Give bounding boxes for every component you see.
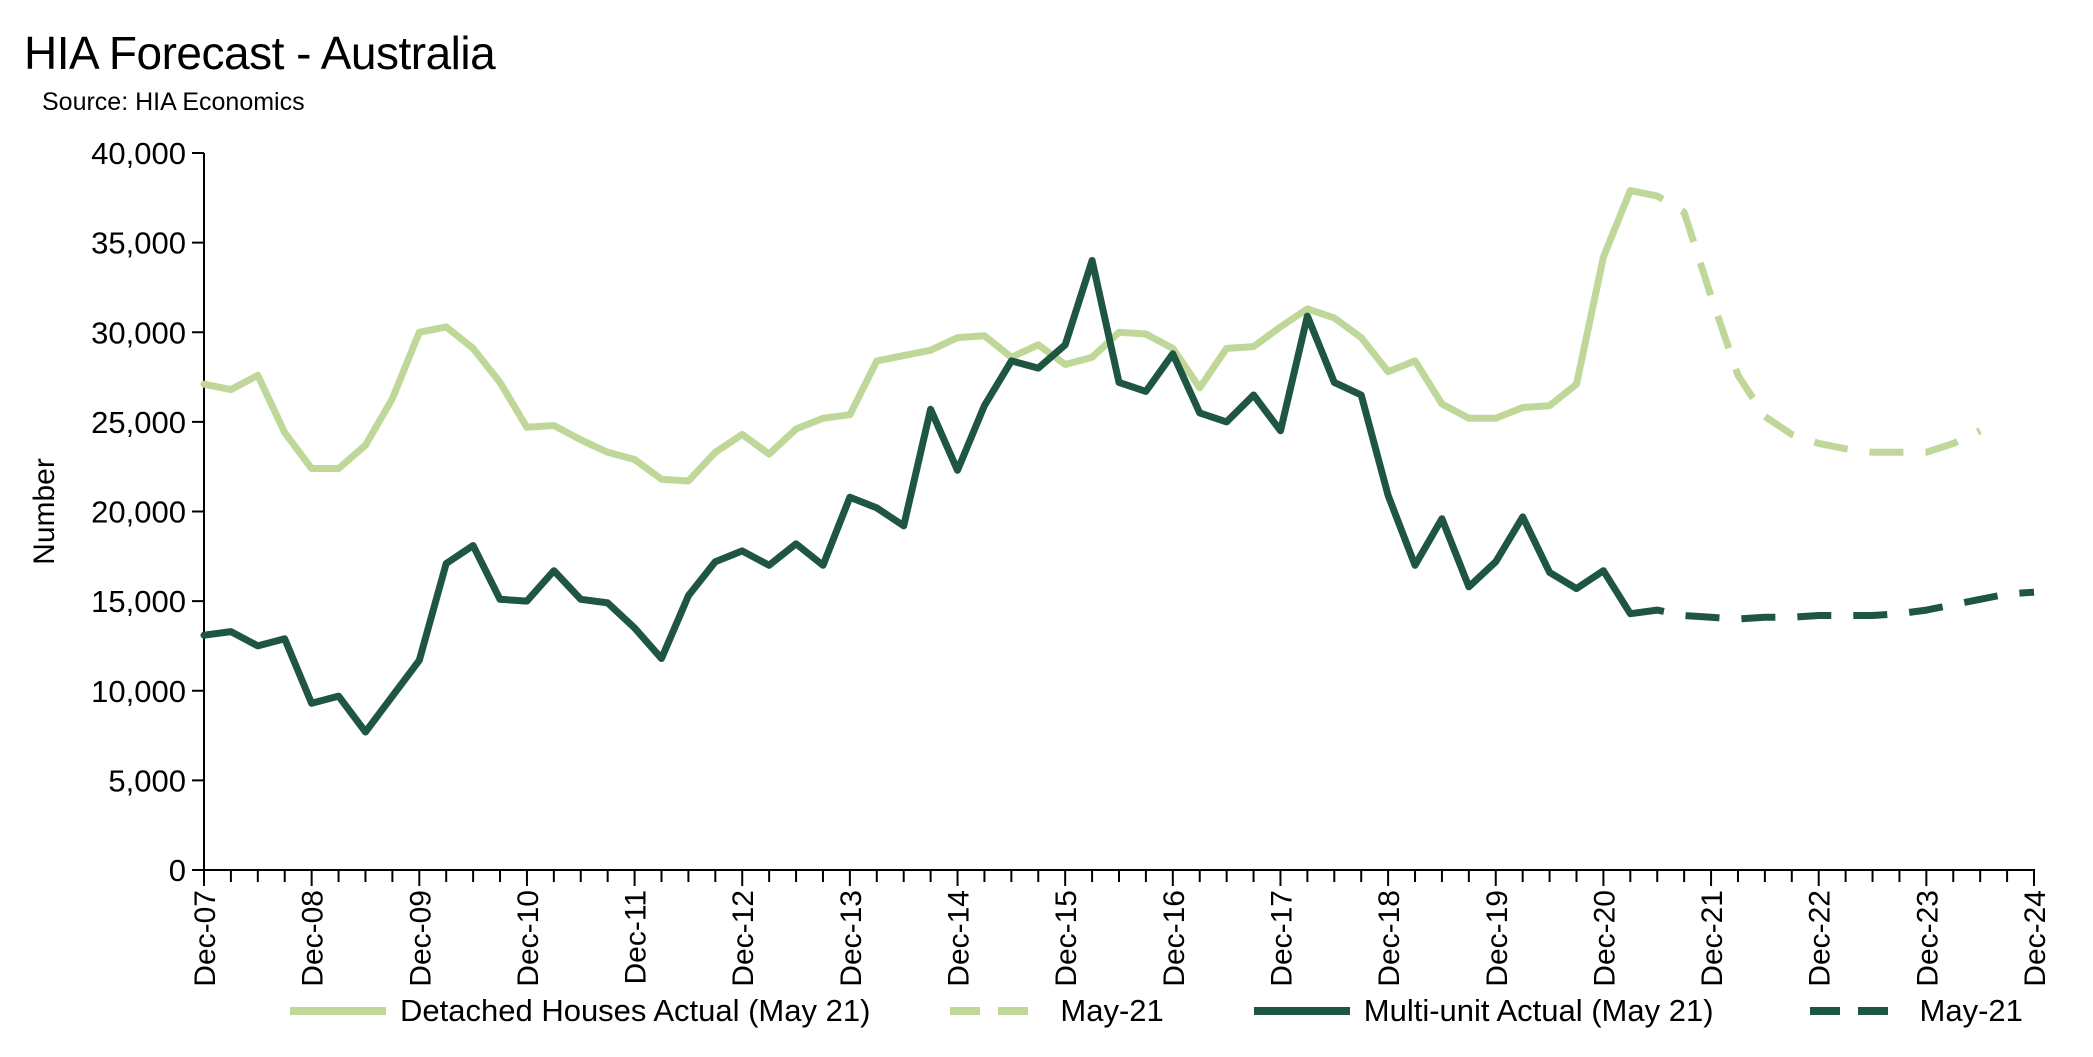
y-tick-label: 10,000	[91, 674, 186, 709]
series-line-3	[1629, 588, 2035, 623]
line-chart: 0 5,000 10,000 15,000 20,000 25,000 30,000 35,0…	[28, 136, 2052, 987]
legend-swatch-multiunit-actual	[1253, 1007, 1350, 1015]
x-tick-label: Dec-20	[1588, 890, 1621, 987]
x-tick-label: Dec-15	[1050, 890, 1083, 987]
y-tick-label: 20,000	[91, 495, 186, 530]
y-tick-label: 5,000	[108, 763, 186, 798]
x-tick-label: Dec-10	[512, 890, 545, 987]
y-tick-label: 0	[169, 853, 186, 888]
legend-label-multiunit-forecast: May-21	[1919, 993, 2023, 1028]
x-tick-label: Dec-21	[1696, 890, 1729, 987]
chart-subtitle: Source: HIA Economics	[42, 88, 305, 116]
x-tick-label: Dec-14	[943, 890, 976, 987]
y-tick-label: 25,000	[91, 405, 186, 440]
x-tick-label: Dec-22	[1804, 890, 1837, 987]
x-tick-label: Dec-23	[1911, 890, 1944, 987]
x-tick-label: Dec-13	[835, 890, 868, 987]
y-axis-title: Number	[28, 458, 61, 565]
y-tick-label: 30,000	[91, 315, 186, 350]
chart-title: HIA Forecast - Australia	[24, 27, 496, 79]
x-tick-label: Dec-17	[1265, 890, 1298, 987]
legend-label-detached-forecast: May-21	[1060, 993, 1164, 1028]
legend-swatch-multiunit-forecast	[1809, 1007, 1906, 1015]
y-tick-label: 40,000	[91, 136, 186, 171]
legend-label-multiunit-actual: Multi-unit Actual (May 21)	[1363, 993, 1714, 1028]
y-tick-label: 15,000	[91, 584, 186, 619]
legend-item-detached-actual: Detached Houses Actual (May 21)	[290, 993, 870, 1029]
chart-legend: Detached Houses Actual (May 21) May-21 M…	[290, 988, 2059, 1034]
x-tick-label: Dec-11	[620, 890, 653, 984]
legend-item-detached-forecast: May-21	[950, 993, 1164, 1029]
x-tick-label: Dec-08	[297, 890, 330, 987]
x-tick-label: Dec-16	[1158, 890, 1191, 987]
x-tick-label: Dec-18	[1373, 890, 1406, 987]
legend-swatch-detached-actual	[290, 1007, 386, 1015]
x-tick-label: Dec-07	[189, 890, 222, 987]
x-tick-label: Dec-12	[727, 890, 760, 987]
legend-swatch-detached-forecast	[950, 1007, 1047, 1015]
legend-label-detached-actual: Detached Houses Actual (May 21)	[400, 993, 871, 1028]
x-tick-label: Dec-19	[1481, 890, 1514, 987]
legend-item-multiunit-actual: Multi-unit Actual (May 21)	[1253, 993, 1714, 1029]
series-line-2	[200, 257, 1634, 736]
x-tick-label: Dec-09	[404, 890, 437, 987]
series-line-0	[200, 187, 1634, 485]
x-tick-label: Dec-24	[2019, 890, 2052, 987]
y-tick-label: 35,000	[91, 226, 186, 261]
legend-item-multiunit-forecast: May-21	[1809, 993, 2023, 1029]
series-line-1	[1629, 187, 1982, 456]
